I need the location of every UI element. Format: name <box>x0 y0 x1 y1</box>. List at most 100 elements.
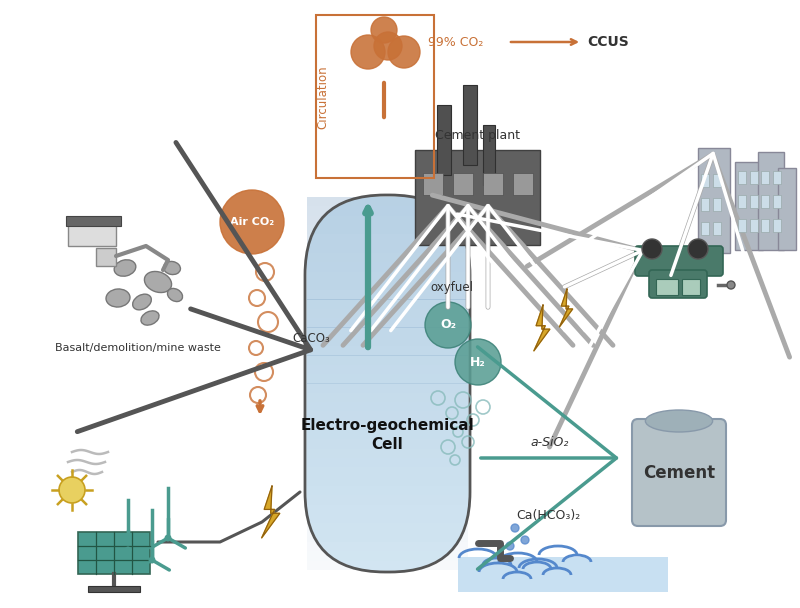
Text: O₂: O₂ <box>440 319 456 331</box>
Bar <box>713 198 721 211</box>
Bar <box>437 105 451 175</box>
FancyBboxPatch shape <box>305 195 470 572</box>
Bar <box>713 222 721 235</box>
Bar <box>778 168 796 250</box>
FancyBboxPatch shape <box>307 365 468 374</box>
FancyBboxPatch shape <box>307 346 468 356</box>
FancyBboxPatch shape <box>307 486 468 496</box>
FancyBboxPatch shape <box>307 281 468 290</box>
FancyBboxPatch shape <box>307 234 468 244</box>
FancyBboxPatch shape <box>307 253 468 262</box>
Bar <box>750 195 758 208</box>
Bar <box>423 173 443 195</box>
FancyBboxPatch shape <box>307 468 468 477</box>
FancyBboxPatch shape <box>307 393 468 402</box>
Ellipse shape <box>145 271 171 292</box>
Circle shape <box>688 239 708 259</box>
Bar <box>78 532 150 574</box>
Bar <box>458 557 668 592</box>
Ellipse shape <box>106 289 130 307</box>
FancyBboxPatch shape <box>307 300 468 309</box>
Bar <box>701 222 709 235</box>
Bar <box>735 162 763 250</box>
Bar <box>483 173 503 195</box>
Bar <box>513 173 533 195</box>
Text: Ca(HCO₃)₂: Ca(HCO₃)₂ <box>516 508 580 522</box>
Bar <box>761 195 769 208</box>
Bar <box>758 152 784 250</box>
Bar <box>682 279 700 295</box>
Ellipse shape <box>646 410 713 432</box>
Bar <box>761 219 769 232</box>
FancyBboxPatch shape <box>307 421 468 430</box>
Bar <box>773 195 781 208</box>
FancyBboxPatch shape <box>307 328 468 337</box>
Bar <box>698 148 730 253</box>
FancyBboxPatch shape <box>632 419 726 526</box>
Bar <box>415 150 540 245</box>
Bar <box>773 171 781 184</box>
Text: H₂: H₂ <box>470 356 486 368</box>
FancyBboxPatch shape <box>307 309 468 318</box>
Ellipse shape <box>167 288 182 302</box>
FancyBboxPatch shape <box>307 533 468 542</box>
Circle shape <box>455 339 501 385</box>
Bar <box>68 224 116 246</box>
Bar <box>96 248 116 266</box>
Circle shape <box>521 536 529 544</box>
Polygon shape <box>559 289 573 327</box>
Circle shape <box>149 556 155 564</box>
Bar <box>656 279 678 295</box>
Text: Circulation: Circulation <box>317 65 330 129</box>
FancyBboxPatch shape <box>307 458 468 468</box>
Bar <box>750 171 758 184</box>
Circle shape <box>220 190 284 254</box>
FancyBboxPatch shape <box>307 244 468 253</box>
Ellipse shape <box>133 294 151 310</box>
Polygon shape <box>262 486 280 538</box>
Ellipse shape <box>163 261 181 275</box>
Bar <box>483 125 495 185</box>
FancyBboxPatch shape <box>307 337 468 346</box>
Bar <box>750 219 758 232</box>
Bar <box>738 219 746 232</box>
FancyBboxPatch shape <box>307 272 468 281</box>
Text: Electro-geochemical
Cell: Electro-geochemical Cell <box>301 418 474 452</box>
Circle shape <box>727 281 735 289</box>
FancyBboxPatch shape <box>307 290 468 300</box>
FancyBboxPatch shape <box>307 374 468 384</box>
FancyBboxPatch shape <box>307 356 468 365</box>
Polygon shape <box>534 305 550 351</box>
Text: 99% CO₂: 99% CO₂ <box>428 35 483 49</box>
Bar <box>738 171 746 184</box>
FancyBboxPatch shape <box>307 440 468 449</box>
Text: Basalt/demolition/mine waste: Basalt/demolition/mine waste <box>55 343 221 353</box>
FancyBboxPatch shape <box>307 402 468 412</box>
Text: Air CO₂: Air CO₂ <box>230 217 274 227</box>
FancyBboxPatch shape <box>307 523 468 533</box>
Bar <box>88 586 140 592</box>
Bar <box>316 15 434 178</box>
Bar <box>713 174 721 187</box>
FancyBboxPatch shape <box>307 318 468 328</box>
FancyBboxPatch shape <box>307 384 468 393</box>
FancyBboxPatch shape <box>307 477 468 486</box>
FancyBboxPatch shape <box>307 430 468 440</box>
FancyBboxPatch shape <box>307 449 468 458</box>
Text: CaCO₃: CaCO₃ <box>292 331 330 345</box>
FancyBboxPatch shape <box>307 225 468 234</box>
Circle shape <box>351 35 385 69</box>
Circle shape <box>59 477 85 503</box>
Circle shape <box>642 239 662 259</box>
Text: a-SiO₂: a-SiO₂ <box>531 437 569 449</box>
Circle shape <box>511 524 519 532</box>
FancyBboxPatch shape <box>307 514 468 523</box>
FancyBboxPatch shape <box>307 206 468 216</box>
Circle shape <box>388 36 420 68</box>
FancyBboxPatch shape <box>307 216 468 225</box>
Ellipse shape <box>114 260 136 276</box>
FancyBboxPatch shape <box>635 246 723 276</box>
Text: Cement: Cement <box>643 463 715 482</box>
FancyBboxPatch shape <box>307 262 468 272</box>
Circle shape <box>371 17 397 43</box>
